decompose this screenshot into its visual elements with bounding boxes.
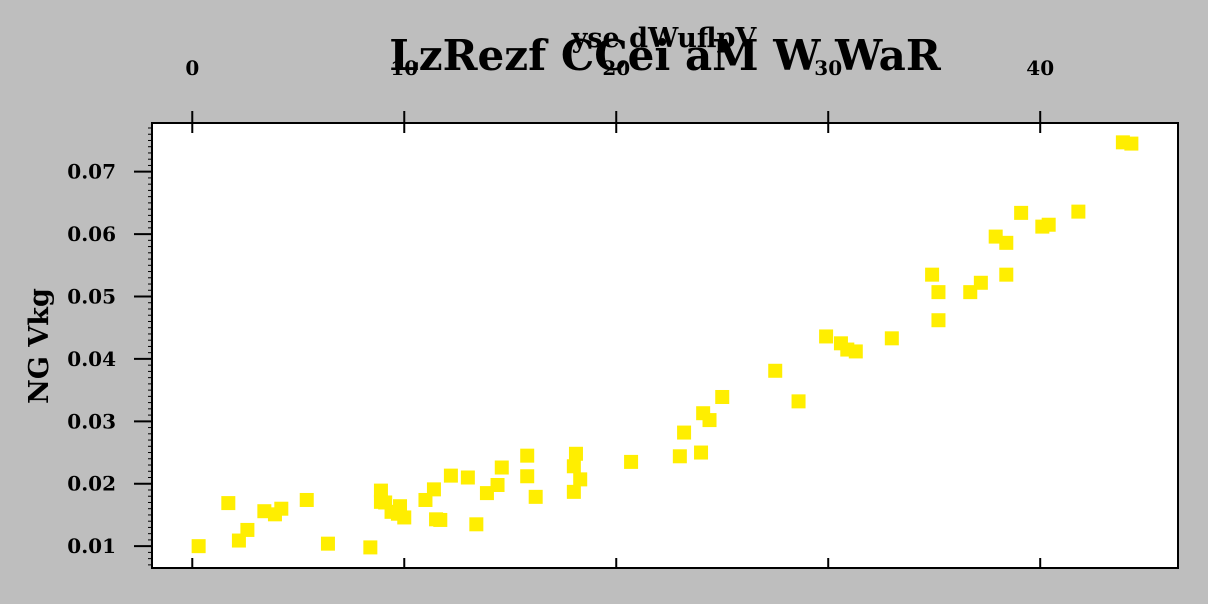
data-point — [624, 454, 639, 469]
data-point — [566, 459, 581, 474]
data-point — [672, 449, 687, 464]
data-point — [848, 344, 863, 359]
data-point — [702, 413, 717, 428]
chart-title: LzRezf CCei aM W WaR — [389, 31, 942, 80]
data-point — [460, 470, 475, 485]
data-point — [931, 285, 946, 300]
y-tick-label: 0.02 — [67, 472, 116, 496]
y-tick-label: 0.07 — [67, 160, 116, 184]
y-tick-label: 0.01 — [67, 534, 116, 558]
y-tick-label: 0.04 — [67, 347, 116, 371]
data-point — [791, 394, 806, 409]
data-point — [1014, 205, 1029, 220]
y-axis-label: NG Vkg — [24, 288, 55, 404]
x-tick-label: 0 — [185, 56, 199, 80]
y-tick-label: 0.06 — [67, 222, 116, 246]
y-tick-label: 0.03 — [67, 409, 116, 433]
data-point — [963, 285, 978, 300]
data-point — [397, 510, 412, 525]
data-point — [1071, 204, 1086, 219]
data-point — [191, 539, 206, 554]
x-tick-label: 40 — [1026, 56, 1054, 80]
x-tick-label: 10 — [390, 56, 418, 80]
data-point — [1124, 136, 1139, 151]
plot-area — [151, 122, 1179, 569]
data-points — [191, 135, 1139, 555]
data-point — [221, 496, 236, 511]
data-point — [694, 445, 709, 460]
data-point — [931, 313, 946, 328]
data-point — [884, 331, 899, 346]
data-point — [299, 492, 314, 507]
data-point — [320, 536, 335, 551]
data-point — [257, 504, 272, 519]
data-point — [433, 512, 448, 527]
x-axis-top: 0 10 20 30 40 — [185, 56, 1054, 568]
x-tick-label: 30 — [814, 56, 842, 80]
data-point — [373, 483, 388, 498]
data-point — [973, 275, 988, 290]
data-point — [999, 235, 1014, 250]
data-point — [528, 489, 543, 504]
data-point — [426, 482, 441, 497]
data-point — [490, 477, 505, 492]
data-point — [715, 389, 730, 404]
data-point — [677, 425, 692, 440]
data-point — [768, 363, 783, 378]
data-point — [274, 501, 289, 516]
data-point — [568, 446, 583, 461]
data-point — [988, 229, 1003, 244]
data-point — [469, 517, 484, 532]
data-point — [231, 533, 246, 548]
data-point — [520, 469, 535, 484]
y-axis: 0.01 0.02 0.03 0.04 0.05 0.06 0.07 — [67, 160, 152, 558]
y-tick-label: 0.05 — [67, 285, 116, 309]
data-point — [999, 267, 1014, 282]
data-point — [573, 472, 588, 487]
data-point — [566, 484, 581, 499]
data-point — [479, 486, 494, 501]
data-point — [1041, 217, 1056, 232]
data-point — [819, 329, 834, 344]
x-tick-label: 20 — [602, 56, 630, 80]
data-point — [418, 492, 433, 507]
data-point — [443, 468, 458, 483]
data-point — [363, 540, 378, 555]
x-axis-label: yse dWuflpV — [571, 23, 758, 54]
data-point — [240, 522, 255, 537]
data-point — [925, 267, 940, 282]
data-point — [494, 460, 509, 475]
data-point — [520, 448, 535, 463]
data-point — [393, 499, 408, 514]
